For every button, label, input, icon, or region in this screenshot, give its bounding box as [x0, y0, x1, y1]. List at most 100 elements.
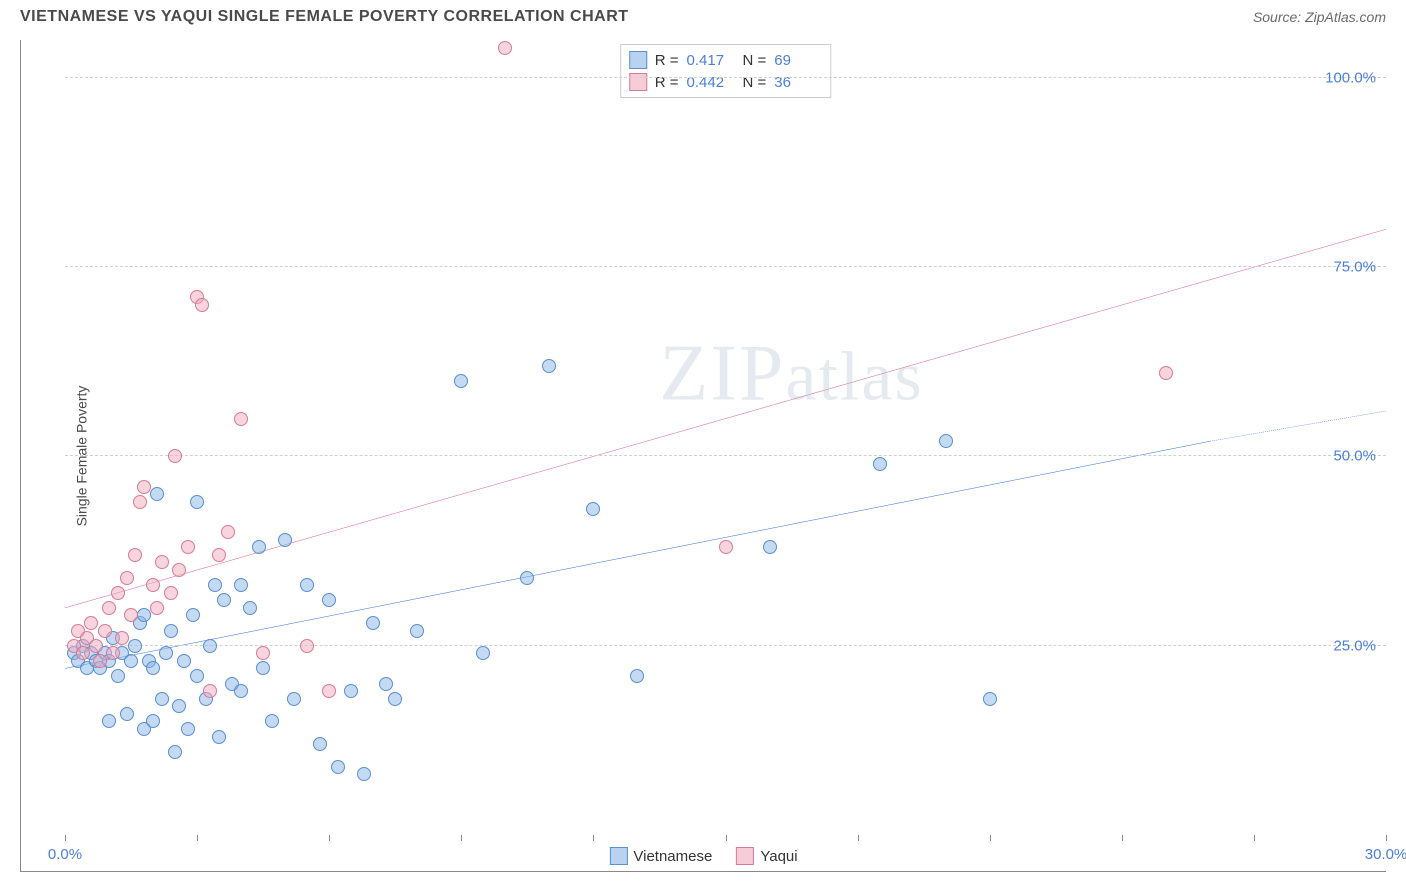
chart-container: Single Female Poverty ZIPatlas R = 0.417…: [20, 40, 1386, 872]
legend-series: Vietnamese Yaqui: [609, 847, 797, 865]
data-point: [133, 495, 147, 509]
x-tick: [1122, 835, 1123, 841]
data-point: [111, 669, 125, 683]
data-point: [195, 298, 209, 312]
x-tick: [858, 835, 859, 841]
data-point: [234, 578, 248, 592]
data-point: [586, 502, 600, 516]
data-point: [128, 639, 142, 653]
data-point: [89, 639, 103, 653]
data-point: [983, 692, 997, 706]
data-point: [203, 684, 217, 698]
x-tick: [593, 835, 594, 841]
data-point: [150, 601, 164, 615]
data-point: [287, 692, 301, 706]
x-tick-label: 30.0%: [1365, 846, 1406, 863]
x-tick: [726, 835, 727, 841]
data-point: [150, 487, 164, 501]
x-tick: [990, 835, 991, 841]
legend-item-vietnamese: Vietnamese: [609, 847, 712, 865]
legend-item-yaqui: Yaqui: [736, 847, 797, 865]
data-point: [256, 646, 270, 660]
data-point: [102, 714, 116, 728]
data-point: [331, 760, 345, 774]
x-tick: [1254, 835, 1255, 841]
data-point: [520, 571, 534, 585]
data-point: [120, 707, 134, 721]
n-label: N =: [743, 52, 767, 69]
data-point: [115, 631, 129, 645]
x-tick: [329, 835, 330, 841]
data-point: [256, 661, 270, 675]
gridline: [65, 266, 1386, 267]
data-point: [124, 608, 138, 622]
data-point: [190, 669, 204, 683]
r-label: R =: [655, 52, 679, 69]
x-tick: [197, 835, 198, 841]
gridline: [65, 77, 1386, 78]
data-point: [146, 578, 160, 592]
data-point: [498, 41, 512, 55]
data-point: [181, 540, 195, 554]
plot-area: ZIPatlas R = 0.417 N = 69 R = 0.442 N = …: [65, 40, 1386, 835]
data-point: [111, 586, 125, 600]
data-point: [120, 571, 134, 585]
trend-line-dashed: [1210, 411, 1386, 441]
data-point: [159, 646, 173, 660]
legend-correlation: R = 0.417 N = 69 R = 0.442 N = 36: [620, 44, 832, 98]
data-point: [84, 616, 98, 630]
data-point: [265, 714, 279, 728]
x-tick: [461, 835, 462, 841]
data-point: [252, 540, 266, 554]
r-value: 0.417: [687, 52, 735, 69]
data-point: [168, 449, 182, 463]
data-point: [454, 374, 468, 388]
data-point: [164, 624, 178, 638]
legend-label: Vietnamese: [633, 848, 712, 865]
data-point: [379, 677, 393, 691]
data-point: [322, 684, 336, 698]
trend-lines-svg: [65, 40, 1386, 835]
data-point: [190, 495, 204, 509]
data-point: [719, 540, 733, 554]
y-tick-label: 50.0%: [1333, 448, 1376, 465]
data-point: [155, 692, 169, 706]
data-point: [181, 722, 195, 736]
data-point: [177, 654, 191, 668]
data-point: [388, 692, 402, 706]
chart-title: VIETNAMESE VS YAQUI SINGLE FEMALE POVERT…: [20, 8, 629, 26]
data-point: [366, 616, 380, 630]
gridline: [65, 455, 1386, 456]
data-point: [217, 593, 231, 607]
data-point: [98, 624, 112, 638]
data-point: [106, 646, 120, 660]
data-point: [172, 563, 186, 577]
data-point: [357, 767, 371, 781]
x-tick: [65, 835, 66, 841]
data-point: [476, 646, 490, 660]
data-point: [763, 540, 777, 554]
data-point: [137, 608, 151, 622]
data-point: [124, 654, 138, 668]
data-point: [146, 714, 160, 728]
data-point: [322, 593, 336, 607]
data-point: [102, 601, 116, 615]
legend-row-vietnamese: R = 0.417 N = 69: [629, 49, 823, 71]
data-point: [164, 586, 178, 600]
data-point: [300, 639, 314, 653]
data-point: [172, 699, 186, 713]
data-point: [542, 359, 556, 373]
y-tick-label: 75.0%: [1333, 259, 1376, 276]
swatch-blue-icon: [629, 51, 647, 69]
data-point: [208, 578, 222, 592]
data-point: [93, 654, 107, 668]
legend-row-yaqui: R = 0.442 N = 36: [629, 71, 823, 93]
data-point: [137, 480, 151, 494]
data-point: [939, 434, 953, 448]
data-point: [300, 578, 314, 592]
data-point: [1159, 366, 1173, 380]
data-point: [873, 457, 887, 471]
data-point: [186, 608, 200, 622]
data-point: [243, 601, 257, 615]
trend-line: [65, 441, 1210, 668]
